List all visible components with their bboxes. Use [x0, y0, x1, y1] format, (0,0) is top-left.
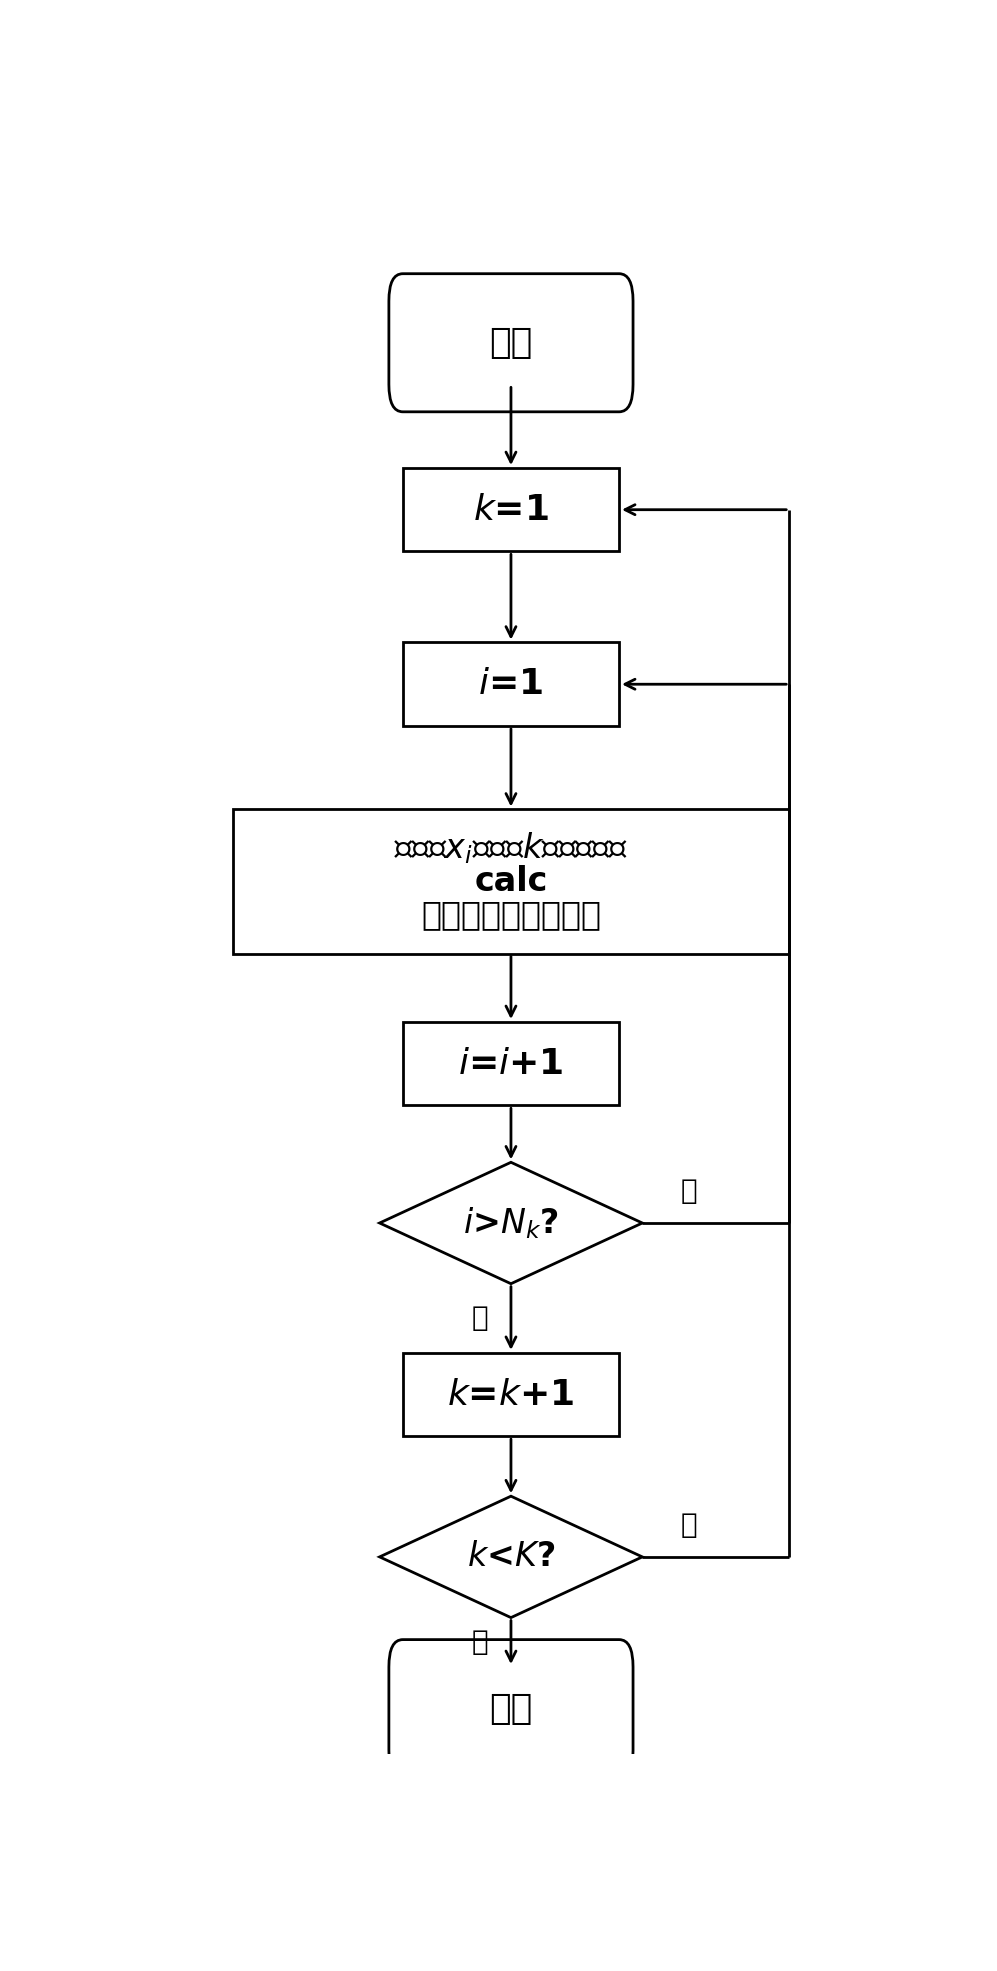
- Text: $i$=$i$+1: $i$=$i$+1: [459, 1047, 563, 1080]
- Text: calc: calc: [475, 865, 547, 899]
- Text: 否: 否: [680, 1177, 697, 1204]
- Polygon shape: [380, 1496, 642, 1618]
- Text: 心产生的类内距离和: 心产生的类内距离和: [421, 899, 601, 932]
- Text: $k$=$k$+1: $k$=$k$+1: [448, 1378, 574, 1411]
- FancyBboxPatch shape: [389, 1640, 633, 1778]
- Text: $k$<$K$?: $k$<$K$?: [467, 1541, 555, 1573]
- Text: $i$=1: $i$=1: [479, 668, 543, 702]
- Text: $i$>$N_k$?: $i$>$N_k$?: [463, 1204, 559, 1242]
- Text: 计算以$x_i$作为第$k$类的聚类中: 计算以$x_i$作为第$k$类的聚类中: [394, 830, 628, 865]
- Text: 否: 否: [680, 1510, 697, 1539]
- Bar: [232, 810, 790, 954]
- Bar: [403, 1021, 619, 1106]
- FancyBboxPatch shape: [389, 274, 633, 412]
- Text: 是: 是: [472, 1628, 489, 1656]
- Polygon shape: [380, 1163, 642, 1283]
- Bar: [403, 1352, 619, 1437]
- Bar: [403, 467, 619, 552]
- Text: $k$=1: $k$=1: [473, 493, 549, 526]
- Text: 是: 是: [472, 1305, 489, 1332]
- Bar: [403, 643, 619, 725]
- Text: 结束: 结束: [490, 1691, 532, 1727]
- Text: 开始: 开始: [490, 325, 532, 361]
